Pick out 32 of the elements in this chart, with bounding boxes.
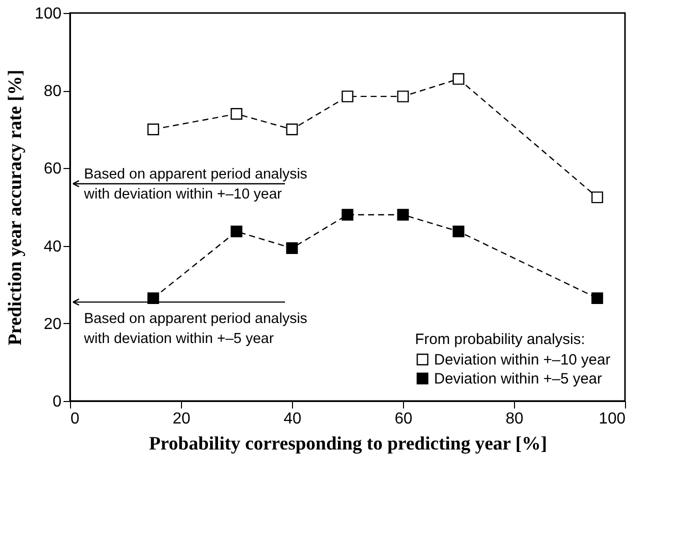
point bbox=[230, 226, 242, 238]
x-tick-label: 60 bbox=[394, 410, 412, 428]
x-tick-label: 100 bbox=[598, 410, 626, 428]
y-axis-title: Prediction year accuracy rate [%] bbox=[4, 70, 26, 346]
y-tick-label: 20 bbox=[44, 316, 62, 333]
point bbox=[286, 124, 298, 136]
y-tick-label: 60 bbox=[44, 160, 62, 178]
point bbox=[397, 208, 409, 221]
x-tick-label: 80 bbox=[506, 410, 524, 428]
point bbox=[397, 90, 409, 102]
y-tick-label: 100 bbox=[34, 6, 62, 22]
legend-label: Deviation within +–5 year bbox=[434, 370, 602, 388]
point bbox=[452, 73, 464, 85]
x-tick-label: 20 bbox=[172, 410, 190, 428]
x-tick-label: 40 bbox=[284, 410, 302, 428]
y-tick-label: 80 bbox=[44, 83, 62, 100]
legend-label: Deviation within +–10 year bbox=[434, 352, 610, 368]
point bbox=[342, 90, 354, 102]
point bbox=[591, 191, 604, 204]
point bbox=[230, 108, 242, 120]
point bbox=[147, 124, 160, 136]
ref-line-label: Based on apparent period analysis with deviation within +–10 year bbox=[83, 166, 308, 203]
point bbox=[342, 208, 354, 221]
x-tick-label: 0 bbox=[70, 410, 80, 428]
ref-line-label: Based on apparent period analysis with deviation within +–5 year bbox=[83, 311, 308, 348]
point bbox=[591, 292, 604, 304]
y-tick-label: 0 bbox=[52, 394, 62, 410]
legend-title: From probability analysis: bbox=[415, 331, 586, 348]
x-axis-title: Probability corresponding to predicting year [%] bbox=[148, 434, 548, 454]
point bbox=[286, 242, 298, 254]
y-tick-label: 40 bbox=[44, 238, 62, 256]
point bbox=[452, 226, 464, 238]
